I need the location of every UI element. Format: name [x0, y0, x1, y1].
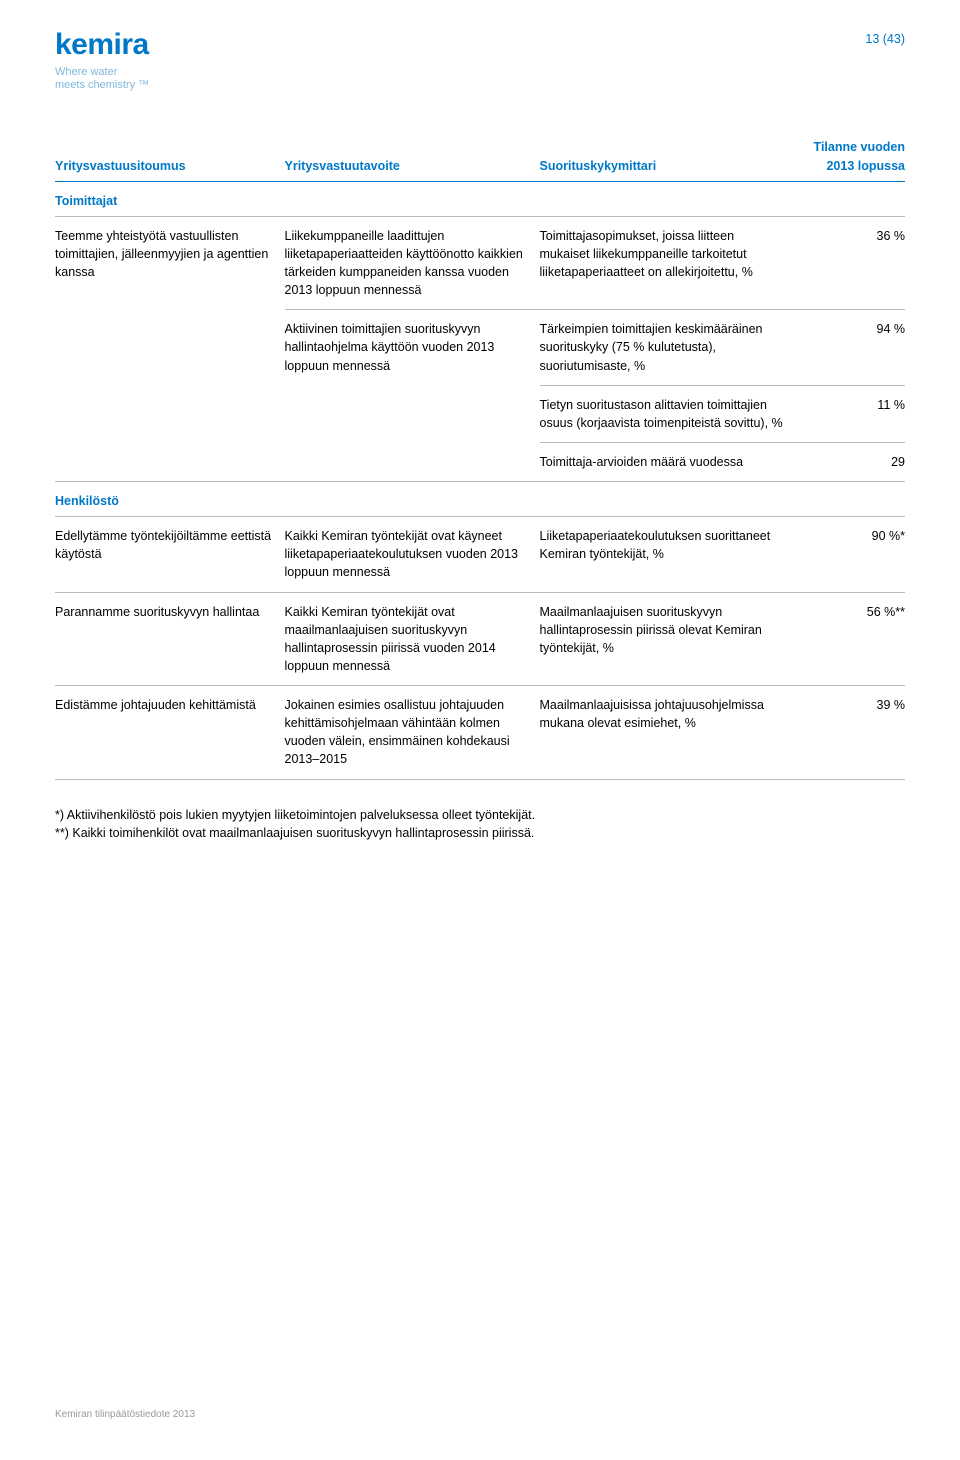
- logo-name: kemira: [55, 30, 149, 60]
- cell-target: Aktiivinen toimittajien suorituskyvyn ha…: [285, 310, 540, 482]
- page-footer: Kemiran tilinpäätöstiedote 2013: [55, 1408, 195, 1423]
- cell-target: Liikekumppaneille laadittujen liiketapap…: [285, 216, 540, 310]
- tagline-line1: Where water: [55, 66, 117, 78]
- cell-indicator: Liiketapaperiaatekoulutuksen suorittanee…: [540, 517, 795, 592]
- col-status-l1: Tilanne vuoden: [795, 138, 906, 156]
- group-header: Henkilöstö: [55, 482, 905, 517]
- tagline-line2: meets chemistry ™: [55, 79, 149, 91]
- group-title: Henkilöstö: [55, 482, 905, 517]
- cell-target: Kaikki Kemiran työntekijät ovat maailman…: [285, 592, 540, 686]
- cell-indicator: Toimittaja-arvioiden määrä vuodessa: [540, 442, 795, 481]
- cell-target: Kaikki Kemiran työntekijät ovat käyneet …: [285, 517, 540, 592]
- page-number: 13 (43): [865, 30, 905, 48]
- cell-value: 11 %: [795, 385, 906, 442]
- cell-value: 56 %**: [795, 592, 906, 686]
- cell-value: 39 %: [795, 686, 906, 780]
- cell-value: 94 %: [795, 310, 906, 385]
- logo-block: kemira Where water meets chemistry ™: [55, 30, 149, 92]
- group-header: Toimittajat: [55, 181, 905, 216]
- cell-indicator: Maailmanlaajuisissa johtajuusohjelmissa …: [540, 686, 795, 780]
- cell-value: 29: [795, 442, 906, 481]
- responsibility-table: Yritysvastuusitoumus Yritysvastuutavoite…: [55, 132, 905, 779]
- cell-value: 90 %*: [795, 517, 906, 592]
- group-title: Toimittajat: [55, 181, 905, 216]
- col-status: Tilanne vuoden 2013 lopussa: [795, 132, 906, 181]
- cell-indicator: Toimittajasopimukset, joissa liitteen mu…: [540, 216, 795, 310]
- table-row: Teemme yhteistyötä vastuullisten toimitt…: [55, 216, 905, 310]
- col-indicator: Suorituskykymittari: [540, 132, 795, 181]
- cell-commitment: Edistämme johtajuuden kehittämistä: [55, 686, 285, 780]
- cell-commitment: Teemme yhteistyötä vastuullisten toimitt…: [55, 216, 285, 481]
- col-commitment: Yritysvastuusitoumus: [55, 132, 285, 181]
- cell-value: 36 %: [795, 216, 906, 310]
- logo-tagline: Where water meets chemistry ™: [55, 66, 149, 92]
- footnotes: *) Aktiivihenkilöstö pois lukien myytyje…: [55, 806, 905, 842]
- footnote-2: **) Kaikki toimihenkilöt ovat maailmanla…: [55, 824, 905, 842]
- footnote-1: *) Aktiivihenkilöstö pois lukien myytyje…: [55, 806, 905, 824]
- cell-commitment: Parannamme suorituskyvyn hallintaa: [55, 592, 285, 686]
- table-row: Parannamme suorituskyvyn hallintaa Kaikk…: [55, 592, 905, 686]
- cell-indicator: Tärkeimpien toimittajien keskimääräinen …: [540, 310, 795, 385]
- cell-indicator: Tietyn suoritustason alittavien toimitta…: [540, 385, 795, 442]
- cell-target: Jokainen esimies osallistuu johtajuuden …: [285, 686, 540, 780]
- table-row: Edellytämme työntekijöiltämme eettistä k…: [55, 517, 905, 592]
- col-target: Yritysvastuutavoite: [285, 132, 540, 181]
- col-status-l2: 2013 lopussa: [795, 157, 906, 175]
- table-row: Edistämme johtajuuden kehittämistä Jokai…: [55, 686, 905, 780]
- cell-commitment: Edellytämme työntekijöiltämme eettistä k…: [55, 517, 285, 592]
- cell-indicator: Maailmanlaajuisen suorituskyvyn hallinta…: [540, 592, 795, 686]
